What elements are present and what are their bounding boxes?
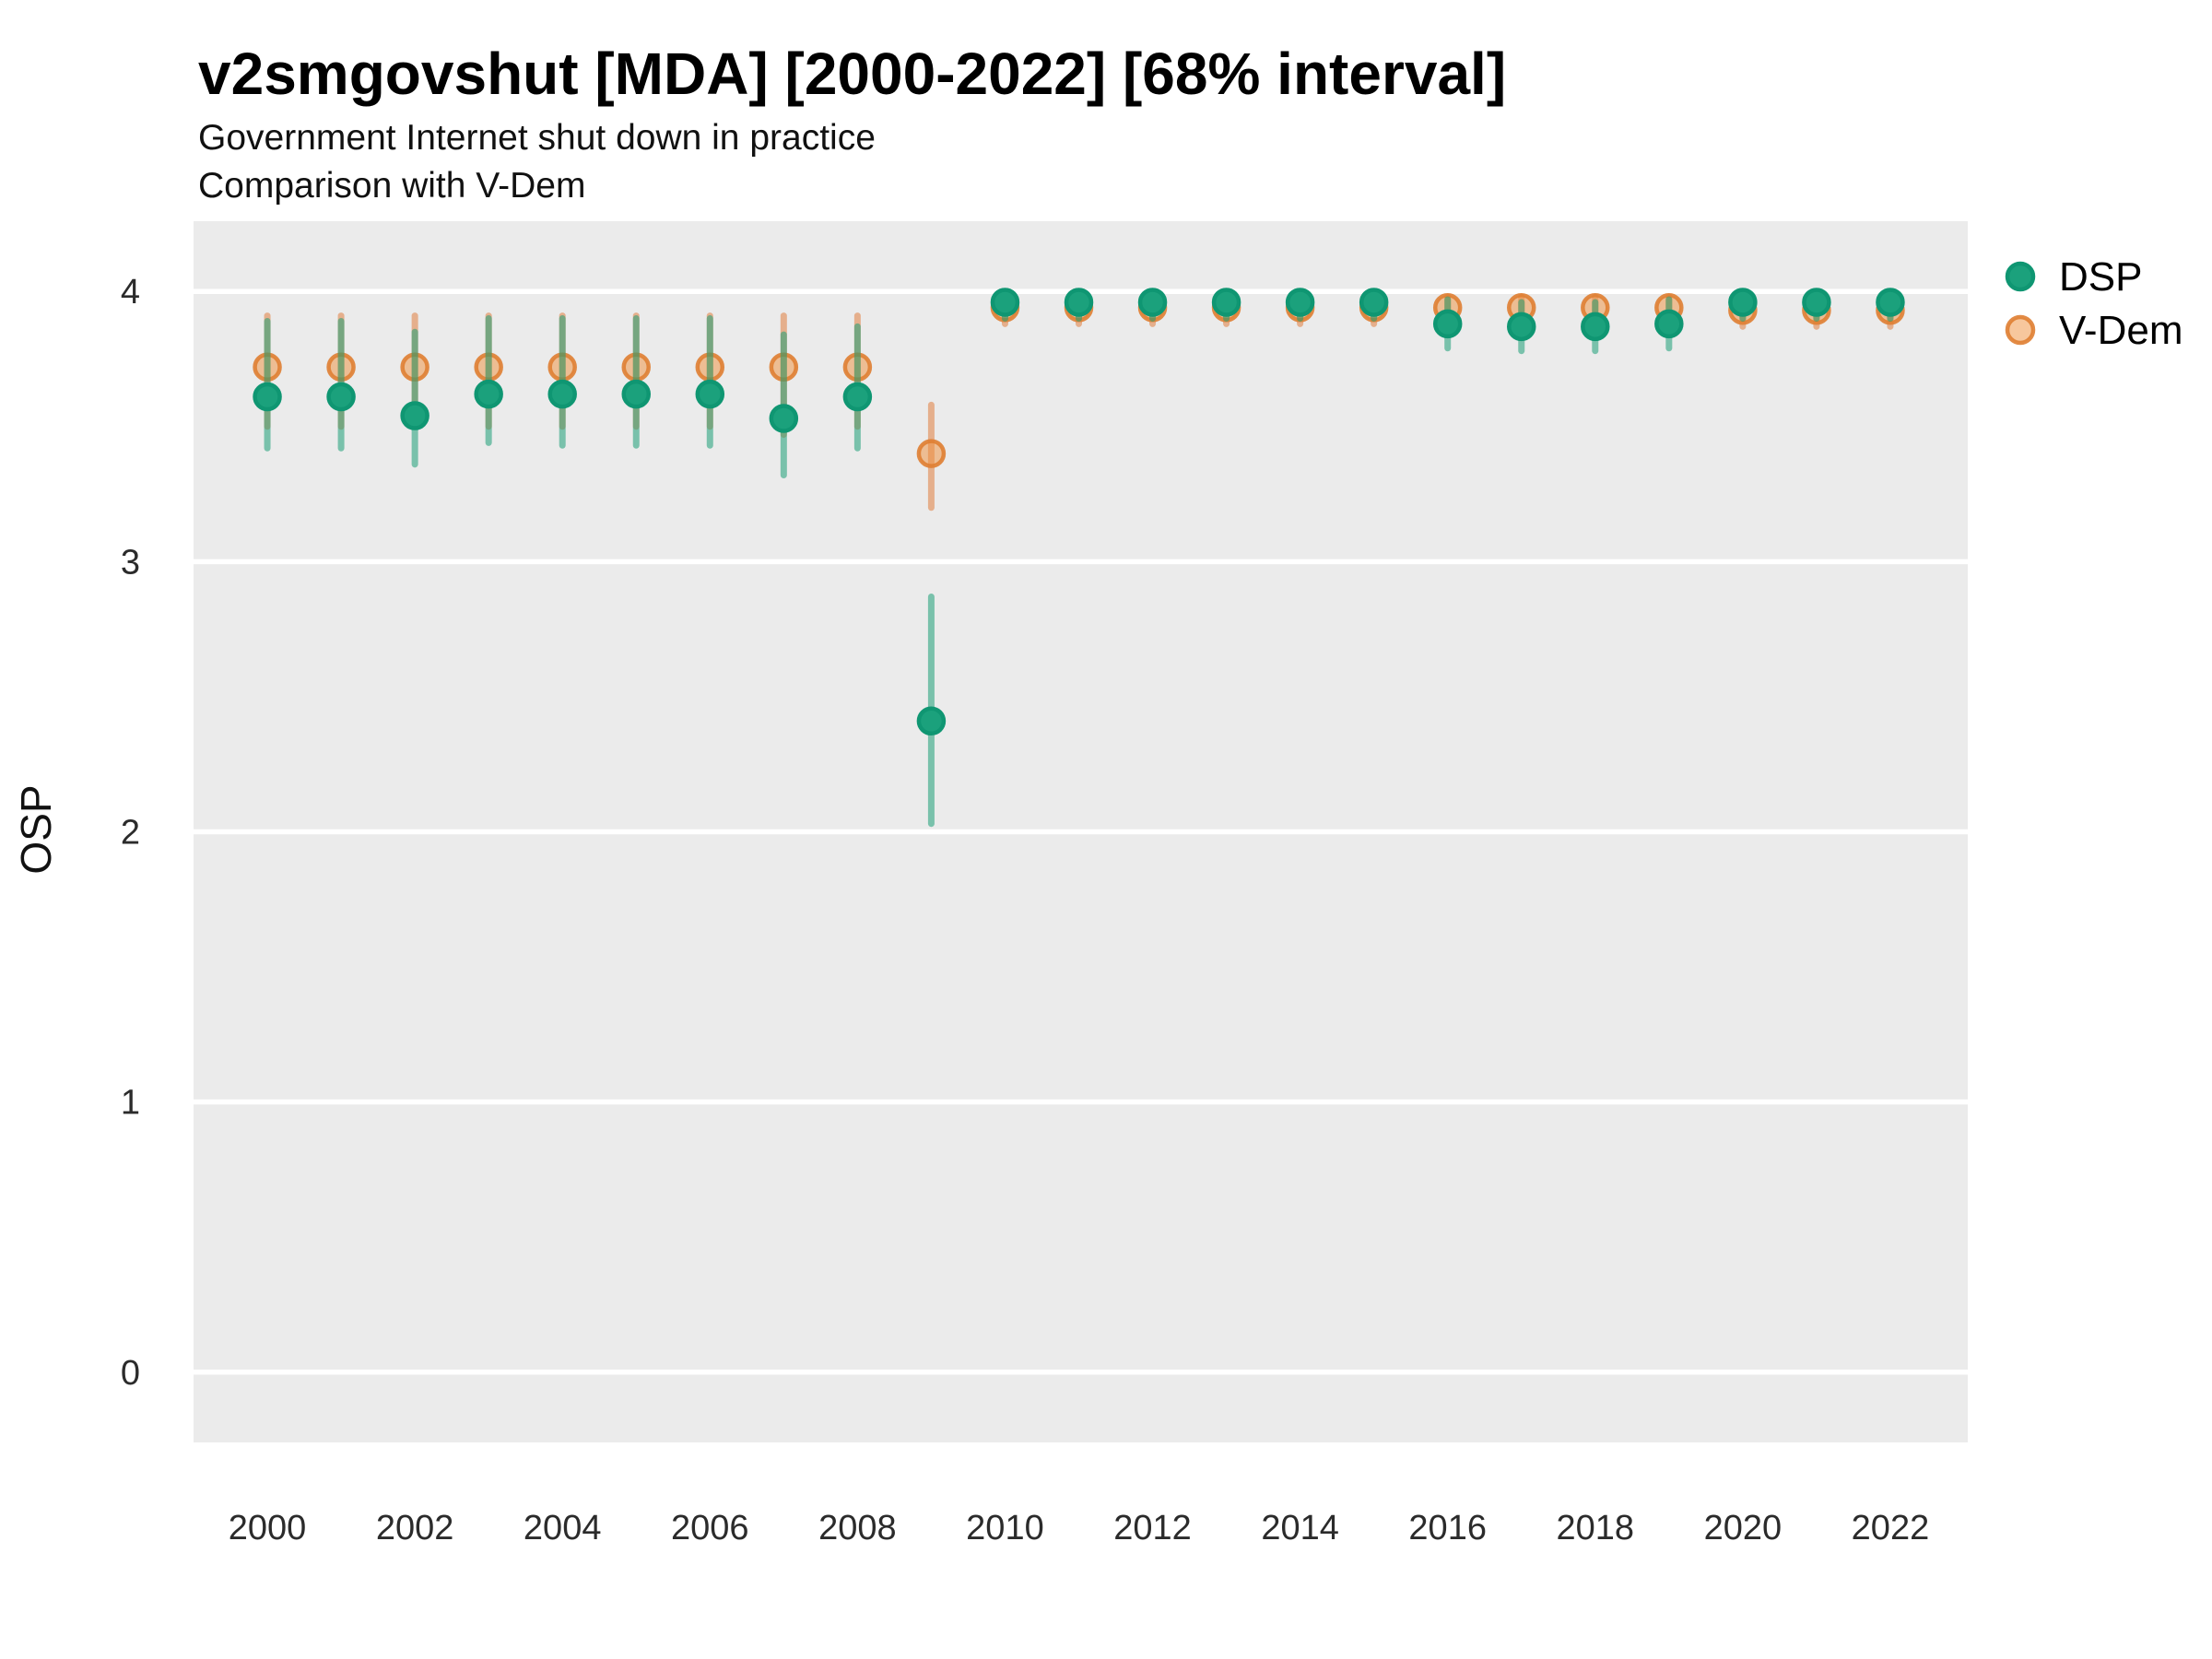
y-axis-title: OSP: [12, 784, 60, 874]
axis-ticks: 0 1 2 3 4 2000 2002 2004 2006 2008 2010 2012 2014 201…: [121, 273, 1929, 1547]
y-tick-label-1: 1: [121, 1084, 140, 1123]
dsp-point-2006: [695, 379, 725, 409]
dsp-point-2001: [326, 382, 356, 412]
x-tick-label-2000: 2000: [229, 1509, 307, 1547]
legend-marker-vdem: [2005, 314, 2036, 346]
x-tick-label-2002: 2002: [376, 1509, 454, 1547]
dsp-point-2008: [842, 382, 873, 412]
dsp-point-2020: [1728, 288, 1758, 317]
dsp-point-2016: [1432, 309, 1463, 339]
chart-title: v2smgovshut [MDA] [2000-2022] [68% inter…: [198, 41, 1506, 107]
dsp-point-2000: [253, 382, 282, 412]
legend-label-vdem: V-Dem: [2059, 308, 2183, 353]
legend-marker-dsp: [2005, 261, 2036, 292]
x-tick-label-2018: 2018: [1557, 1509, 1635, 1547]
x-tick-label-2008: 2008: [818, 1509, 897, 1547]
vdem-point-2009: [916, 439, 947, 468]
y-tick-label-4: 4: [121, 273, 140, 312]
x-tick-label-2020: 2020: [1704, 1509, 1783, 1547]
x-tick-label-2016: 2016: [1408, 1509, 1487, 1547]
dsp-point-2014: [1285, 288, 1315, 317]
x-tick-label-2022: 2022: [1852, 1509, 1930, 1547]
dsp-point-2013: [1211, 288, 1241, 317]
dsp-point-2007: [769, 404, 799, 433]
data-series: [253, 288, 1905, 828]
dsp-point-2017: [1506, 312, 1536, 342]
dsp-point-2002: [400, 401, 429, 430]
dsp-point-2021: [1802, 288, 1831, 317]
dsp-point-2010: [990, 288, 1020, 317]
dsp-point-2011: [1064, 288, 1094, 317]
dsp-point-2005: [621, 379, 651, 409]
x-tick-label-2014: 2014: [1261, 1509, 1339, 1547]
x-tick-label-2006: 2006: [671, 1509, 749, 1547]
x-tick-label-2012: 2012: [1113, 1509, 1192, 1547]
x-tick-label-2010: 2010: [966, 1509, 1044, 1547]
plot-area: [194, 221, 1968, 1442]
legend-label-dsp: DSP: [2059, 254, 2142, 300]
legend: DSP V-Dem: [2005, 254, 2183, 353]
dsp-point-2018: [1581, 312, 1610, 342]
dsp-point-2012: [1137, 288, 1168, 317]
x-tick-label-2004: 2004: [524, 1509, 602, 1547]
dsp-point-2003: [474, 379, 503, 409]
chart-subtitle-line2: Comparison with V-Dem: [198, 166, 585, 206]
y-tick-label-3: 3: [121, 543, 140, 582]
y-tick-label-0: 0: [121, 1354, 140, 1393]
dsp-point-2004: [547, 379, 577, 409]
dsp-point-2022: [1876, 288, 1905, 317]
chart-subtitle-line1: Government Internet shut down in practic…: [198, 118, 876, 158]
dsp-point-2009: [916, 706, 947, 736]
dsp-point-2019: [1654, 309, 1684, 339]
dsp-point-2015: [1359, 288, 1389, 317]
y-tick-label-2: 2: [121, 814, 140, 853]
